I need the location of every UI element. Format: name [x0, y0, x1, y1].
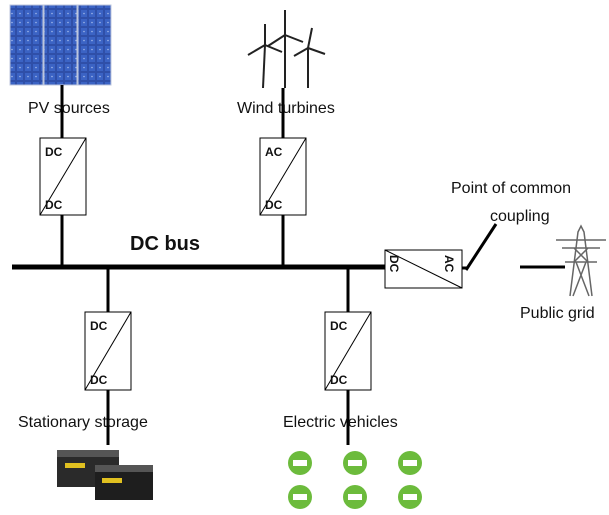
converter-out: DC [90, 373, 108, 387]
converter-out: AC [442, 255, 456, 273]
ev-icons [288, 451, 422, 509]
pcc-label: Point of common [451, 180, 571, 197]
bus-label: DC bus [130, 233, 200, 255]
converter-in: DC [330, 319, 348, 333]
wind-icon [247, 10, 326, 89]
node-label: Stationary storage [18, 414, 148, 431]
converter-in: DC [90, 319, 108, 333]
battery-icon [57, 450, 153, 500]
converter [39, 137, 463, 391]
node-label: Wind turbines [237, 100, 335, 117]
node-label: Electric vehicles [283, 414, 398, 431]
converter-out: DC [265, 198, 283, 212]
wires [60, 85, 565, 445]
converter-in: DC [45, 145, 63, 159]
converter-in: DC [387, 255, 401, 273]
converter-out: DC [45, 198, 63, 212]
pylon-icon [556, 224, 606, 297]
pv-icon [9, 4, 112, 86]
converter-out: DC [330, 373, 348, 387]
node-label: PV sources [28, 100, 110, 117]
grid-label: Public grid [520, 305, 595, 322]
converter-in: AC [265, 145, 283, 159]
pcc-label: coupling [490, 208, 550, 225]
